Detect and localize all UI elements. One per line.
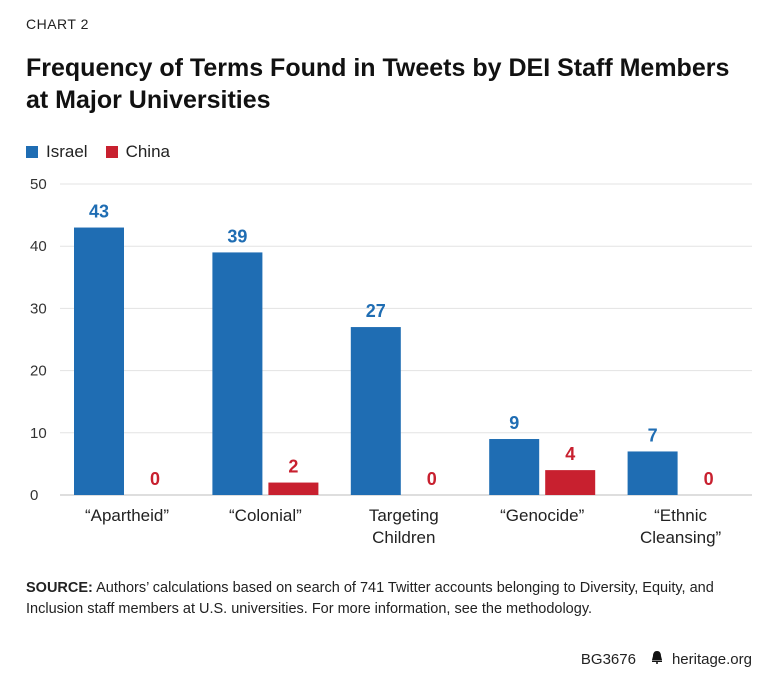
bar-china [268, 482, 319, 495]
source-text: Authors’ calculations based on search of… [26, 580, 714, 617]
data-label-china: 2 [288, 457, 298, 477]
y-tick-label: 30 [30, 300, 47, 317]
y-tick-label: 10 [30, 425, 47, 442]
bar-china [545, 470, 596, 495]
data-label-israel: 27 [366, 301, 386, 321]
y-tick-label: 40 [30, 238, 47, 255]
legend-swatch-china [105, 146, 118, 158]
y-tick-label: 50 [30, 176, 47, 193]
data-label-israel: 9 [509, 413, 519, 433]
data-label-china: 4 [565, 444, 575, 464]
data-label-israel: 43 [89, 202, 109, 222]
x-tick-label: “Genocide” [500, 506, 584, 525]
legend-swatch-israel [26, 146, 38, 158]
x-tick-label: Targeting [369, 506, 439, 525]
footer: BG3676 heritage.org [581, 650, 752, 668]
data-label-china: 0 [427, 469, 437, 489]
liberty-bell-icon [650, 650, 664, 668]
chart-kicker: CHART 2 [26, 16, 89, 32]
site-name: heritage.org [671, 650, 752, 668]
x-tick-label: Children [372, 528, 435, 547]
data-label-china: 0 [150, 469, 160, 489]
legend-label-china: China [125, 142, 170, 161]
bar-israel [74, 227, 124, 495]
data-label-israel: 39 [227, 226, 247, 246]
legend-item-israel: Israel [26, 142, 88, 162]
bar-israel [489, 439, 540, 495]
y-tick-label: 0 [30, 487, 38, 504]
bar-chart: 01020304050430“Apartheid”392“Colonial”27… [30, 176, 752, 547]
source-label: SOURCE: [26, 580, 93, 596]
legend-label-israel: Israel [46, 142, 88, 161]
chart-title: Frequency of Terms Found in Tweets by DE… [26, 54, 730, 114]
x-tick-label: “Colonial” [229, 506, 302, 525]
data-label-israel: 7 [648, 425, 658, 445]
data-label-china: 0 [704, 469, 714, 489]
bar-israel [627, 451, 678, 495]
y-tick-label: 20 [30, 363, 47, 380]
legend-item-china: China [105, 142, 170, 162]
x-tick-label: “Apartheid” [85, 506, 169, 525]
report-code: BG3676 [580, 650, 636, 668]
bar-israel [350, 327, 401, 495]
legend: Israel China [26, 142, 188, 162]
x-tick-label: Cleansing” [640, 528, 722, 547]
x-tick-label: “Ethnic [654, 506, 707, 525]
bar-israel [212, 252, 263, 495]
source-note: SOURCE: Authors’ calculations based on s… [26, 578, 766, 620]
